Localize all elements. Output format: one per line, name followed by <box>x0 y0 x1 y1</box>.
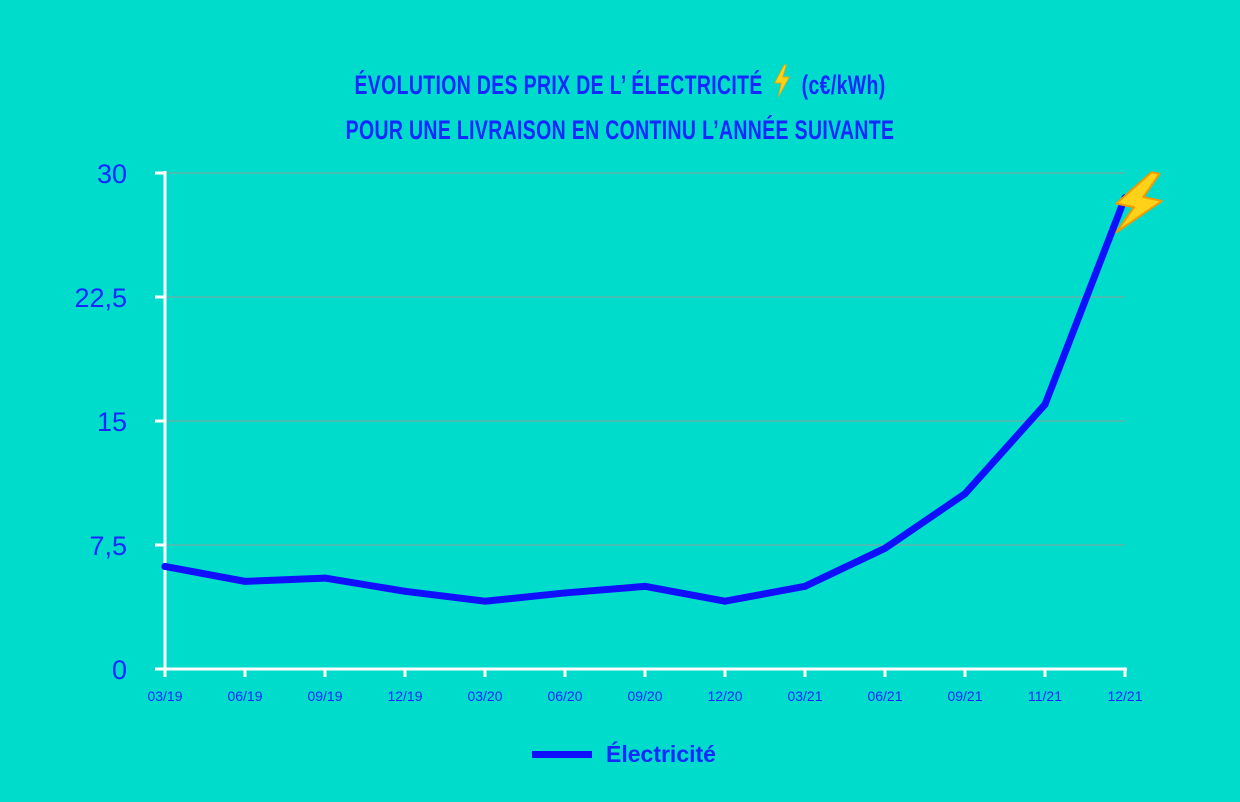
data-point <box>1041 400 1049 408</box>
x-tick-label: 06/21 <box>867 688 902 704</box>
data-point <box>321 574 329 582</box>
data-point <box>641 582 649 590</box>
y-tick-labels: 0 7,5 15 22,5 30 <box>74 159 127 685</box>
x-tick-label: 03/20 <box>467 688 502 704</box>
axes <box>155 171 1127 677</box>
series-lines <box>161 194 1129 605</box>
x-tick-label: 09/21 <box>947 688 982 704</box>
data-point <box>161 562 169 570</box>
x-tick-label: 12/20 <box>707 688 742 704</box>
chart-title-line-2: POUR UNE LIVRAISON EN CONTINU L’ANNÉE SU… <box>345 115 895 145</box>
y-tick-label: 15 <box>97 407 127 437</box>
x-tick-label: 11/21 <box>1028 688 1062 704</box>
chart-title-unit: (c€/kWh) <box>801 70 886 100</box>
x-tick-label: 12/21 <box>1107 688 1142 704</box>
data-point <box>561 589 569 597</box>
lightning-bolt-icon <box>1115 171 1163 234</box>
y-tick-label: 0 <box>112 655 127 685</box>
data-point <box>241 577 249 585</box>
y-tick-label: 22,5 <box>74 283 127 313</box>
data-point <box>801 582 809 590</box>
data-point <box>721 597 729 605</box>
chart-title-line-1: ÉVOLUTION DES PRIX DE L’ ÉLECTRICITÉ (c€… <box>174 64 1067 101</box>
x-tick-label: 06/19 <box>227 688 262 704</box>
peak-marker <box>1115 171 1163 234</box>
x-tick-label: 06/20 <box>547 688 582 704</box>
series-line-electricite <box>161 194 1129 605</box>
legend-label-electricite: Électricité <box>606 740 716 767</box>
x-tick-label: 03/21 <box>787 688 822 704</box>
lightning-bolt-icon <box>774 64 791 98</box>
grid-lines <box>165 172 1125 546</box>
x-tick-label: 12/19 <box>387 688 422 704</box>
x-tick-label: 09/19 <box>307 688 342 704</box>
data-point <box>881 544 889 552</box>
x-tick-labels: 03/19 06/19 09/19 12/19 03/20 06/20 09/20 12/20… <box>147 688 1142 704</box>
data-point <box>481 597 489 605</box>
y-tick-label: 7,5 <box>89 531 127 561</box>
chart-title-prefix: ÉVOLUTION DES PRIX DE L’ ÉLECTRICITÉ <box>354 70 763 100</box>
x-tick-label: 09/20 <box>627 688 662 704</box>
data-point <box>401 587 409 595</box>
legend: Électricité <box>532 738 716 770</box>
x-tick-label: 03/19 <box>147 688 182 704</box>
data-point <box>961 490 969 498</box>
legend-swatch <box>532 750 592 758</box>
y-tick-label: 30 <box>97 159 127 189</box>
lightning-bolt-shape <box>1115 171 1163 234</box>
